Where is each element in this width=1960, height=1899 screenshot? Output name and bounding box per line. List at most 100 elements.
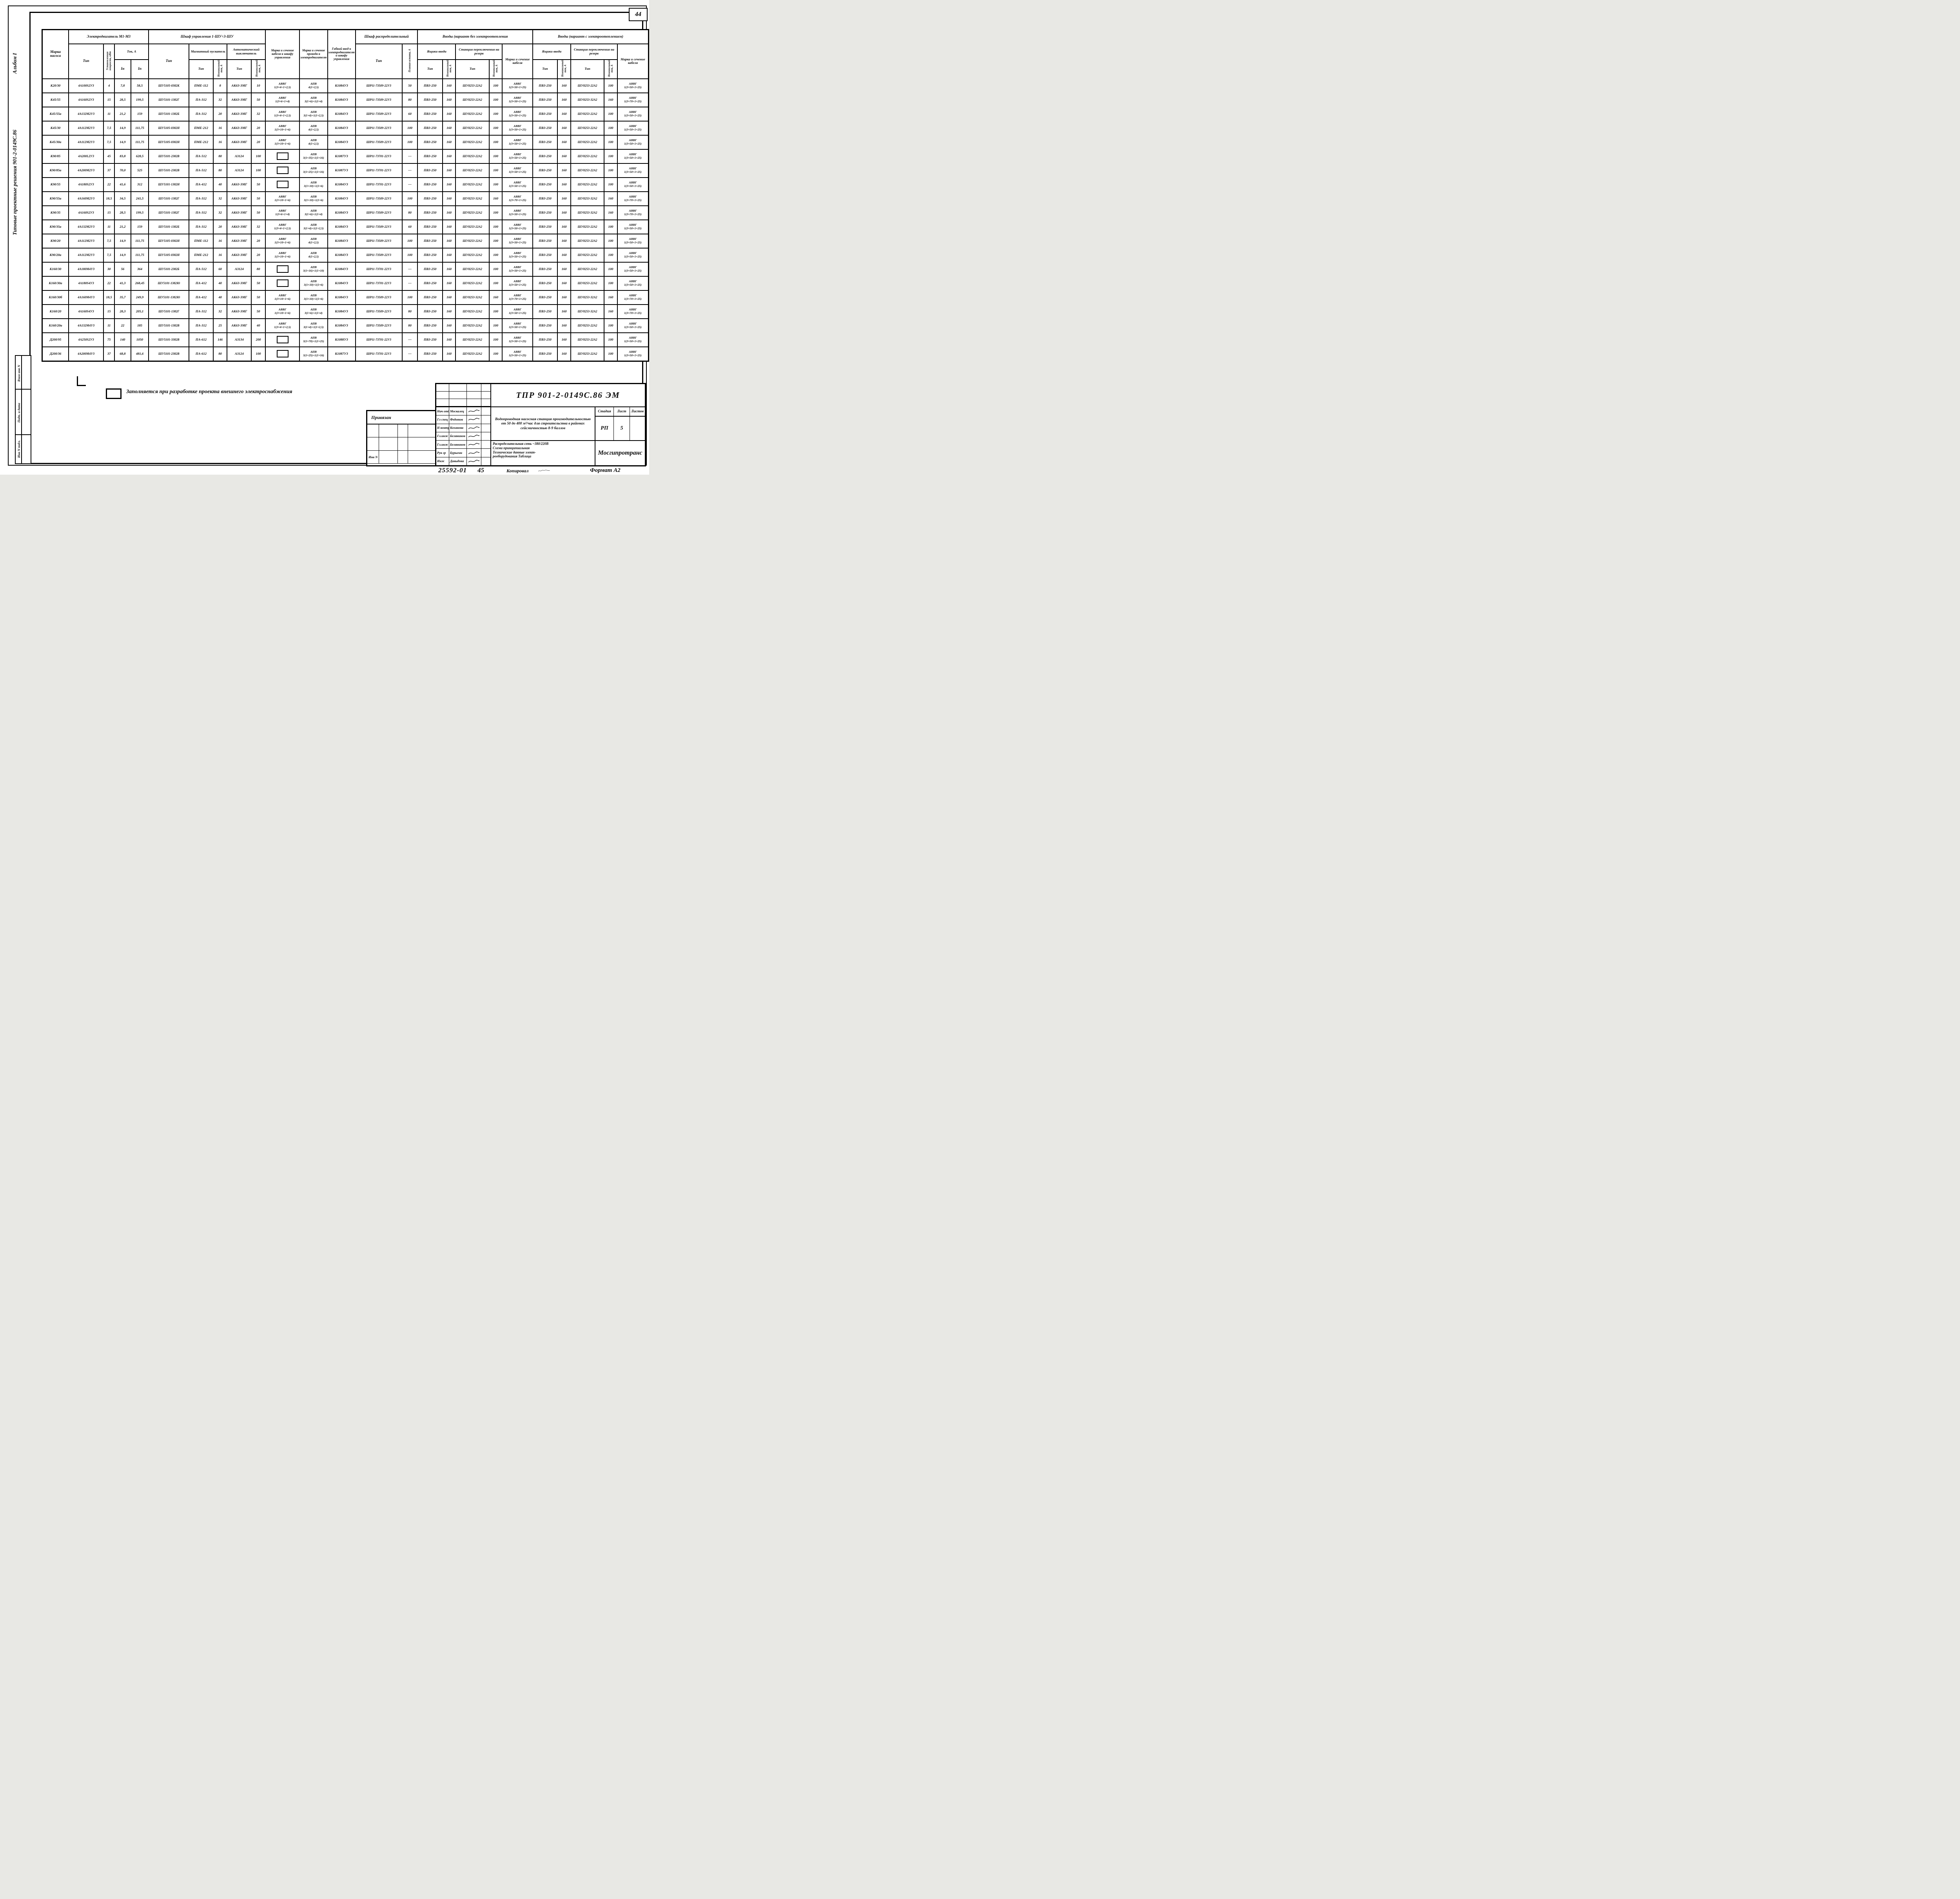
cell: 200 — [251, 332, 266, 347]
cell: ПВ3-250 — [532, 149, 558, 164]
empty-fill-cell — [265, 261, 300, 277]
cell: 32 — [212, 92, 228, 107]
header-starter-current: Номинальный ток, А — [212, 59, 228, 79]
cell: К1084У3 — [327, 219, 356, 234]
cell: 80 — [401, 304, 418, 319]
cell: 100 — [251, 346, 266, 362]
cell: ШУ8253-22А2 — [570, 163, 605, 178]
cell: 111,75 — [130, 247, 149, 263]
cell: 20 — [251, 120, 266, 136]
header-starter-type: Тип — [189, 59, 214, 79]
doc-code: ТПР 901-2-0149С.86 ЭМ — [491, 384, 645, 407]
cell: К1087У3 — [327, 149, 356, 164]
title-block-person-row: Гл.инж прБелянинов — [436, 432, 490, 441]
person-date — [481, 415, 490, 423]
cell: ПВ3-250 — [532, 134, 558, 150]
person-role: Гл спец — [436, 415, 449, 424]
cell: 100 — [488, 346, 503, 362]
attached-cell — [379, 450, 398, 464]
cell: 28,5 — [114, 92, 131, 107]
cell: ПА-612 — [189, 346, 214, 362]
header-motor-type: Тип — [68, 43, 104, 79]
cell: К90/85а — [42, 163, 69, 178]
person-role: Гл.инж раз — [436, 441, 449, 449]
cell: 160 — [557, 247, 571, 263]
header-station2-type: Тип — [570, 59, 605, 79]
cell: 22 — [103, 276, 115, 291]
cell: 4А112М2У3 — [68, 120, 104, 136]
cell: 100 — [604, 134, 618, 150]
cell: ПА-312 — [189, 219, 214, 234]
cell: 100 — [401, 247, 418, 263]
header-control-type: Тип — [148, 43, 190, 79]
cell: ШР11-73509-22У3 — [355, 78, 403, 93]
cell: 50 — [251, 177, 266, 192]
page-number-box: 44 — [629, 8, 648, 21]
cell: А3134 — [227, 332, 252, 347]
person-role: Н контр — [436, 424, 449, 432]
cell: ШУ8253-22А2 — [570, 276, 605, 291]
header-inputs-no-heating: Вводы (вариант без электроотопления — [417, 29, 533, 44]
cell: 80 — [251, 261, 266, 277]
cell: ШУ8253-32А2 — [570, 191, 605, 206]
cell: АВВГ 1(3×4+1×2,5) — [265, 318, 300, 333]
cell: ШУ5101-1382Ю — [148, 276, 190, 291]
cell: АВВГ 1(3×70+1×25) — [617, 304, 649, 319]
title-block: Нач отд Москалец Гл спец Федотов Н контр Коха… — [435, 383, 646, 466]
empty-fill-box — [276, 152, 289, 160]
cell: — — [401, 332, 418, 347]
cell: 100 — [488, 163, 503, 178]
cell: ШУ8253-22А2 — [455, 205, 490, 220]
cell: ПВ3-250 — [532, 120, 558, 136]
cell: 100 — [488, 261, 503, 277]
cell: АВВГ 1(3×50+1×25) — [502, 261, 533, 277]
cell: 160 — [557, 134, 571, 150]
cell: АК63-3МГ — [227, 177, 252, 192]
cell: ШУ8253-22А2 — [455, 233, 490, 248]
header-i-nom: Iн — [114, 59, 131, 79]
cell: АВВГ 1(3×50+1×25) — [502, 149, 533, 164]
cell: К1084У3 — [327, 134, 356, 150]
cell: 16 — [212, 247, 228, 263]
table-row: К45/30а 4А112М2У3 7,5 14,9 111,75 ШУ5105-0382… — [42, 134, 649, 150]
table-row: К90/20а 4А112М2У3 7,5 14,9 111,75 ШУ5105-0382… — [42, 247, 649, 263]
header-station1-type: Тип — [455, 59, 490, 79]
person-signature — [467, 432, 481, 441]
cell: АК63-3МГ — [227, 92, 252, 107]
cell: 205,1 — [130, 304, 149, 319]
cell: К1084У3 — [327, 261, 356, 277]
cell: ШУ8253-22А2 — [455, 106, 490, 122]
cell: 1050 — [130, 332, 149, 347]
person-signature — [467, 441, 481, 449]
cell: 21,2 — [114, 219, 131, 234]
cell: 8 — [212, 78, 228, 93]
title-block-right: ТПР 901-2-0149С.86 ЭМ Водопроводная насо… — [491, 384, 645, 465]
cell: ПВ3-250 — [417, 191, 443, 206]
stage-table: Стадия Лист Листов РП 5 — [595, 407, 645, 440]
header-motor-power: Установленная мощность, кВт — [103, 43, 115, 79]
cell: 32 — [212, 205, 228, 220]
cell: ПВ3-250 — [417, 78, 443, 93]
cell: К90/20а — [42, 247, 69, 263]
cell: ШУ5105-0382К — [148, 78, 190, 93]
header-breaker-group: Автоматический выключатель — [227, 43, 266, 60]
table-row: К160/30 4А180М4У3 30 56 364 ШУ5101-2382Б ПА-51… — [42, 261, 649, 277]
table-row: К45/30 4А112М2У3 7,5 14,9 111,75 ШУ5105-0382Н… — [42, 120, 649, 136]
cell: ШУ8253-22А2 — [455, 261, 490, 277]
cell: АПВ 4(1×2,5) — [299, 233, 328, 248]
cell: ПВ3-250 — [417, 233, 443, 248]
cell: — — [401, 261, 418, 277]
cell: АВВГ 1(3×50+1×25) — [617, 233, 649, 248]
cell: 4А180S2У3 — [68, 177, 104, 192]
cell: 160 — [442, 120, 456, 136]
cell: 100 — [401, 191, 418, 206]
cell: 14,9 — [114, 120, 131, 136]
cell: ПА-412 — [189, 177, 214, 192]
cell: АВВГ 1(3×6+1×4) — [265, 92, 300, 107]
sheets-value — [630, 417, 645, 440]
cell: ПВ3-250 — [417, 261, 443, 277]
page-number: 44 — [635, 11, 641, 18]
cell: К160/30а — [42, 276, 69, 291]
header-station1-current: Номинальный ток, А — [488, 59, 503, 79]
cell: 140 — [114, 332, 131, 347]
